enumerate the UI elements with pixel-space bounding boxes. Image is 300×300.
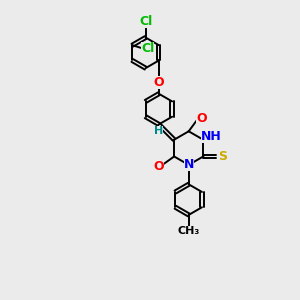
Text: Cl: Cl	[139, 15, 152, 28]
Text: N: N	[184, 158, 194, 171]
Text: O: O	[154, 76, 164, 89]
Text: CH₃: CH₃	[178, 226, 200, 236]
Text: O: O	[153, 160, 164, 173]
Text: NH: NH	[201, 130, 222, 143]
Text: S: S	[218, 150, 227, 163]
Text: Cl: Cl	[141, 42, 154, 55]
Text: O: O	[196, 112, 207, 125]
Text: H: H	[154, 126, 163, 136]
